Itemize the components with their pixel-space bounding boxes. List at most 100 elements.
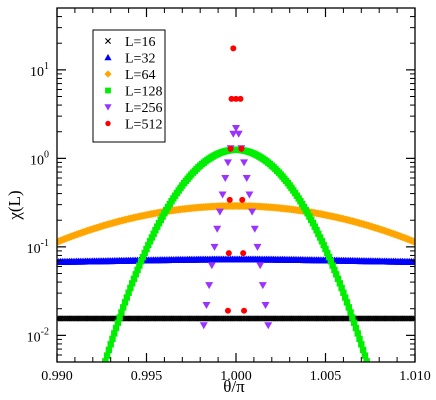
data-point — [240, 250, 247, 257]
data-point — [237, 95, 244, 102]
data-point — [340, 289, 347, 296]
data-point — [228, 95, 235, 102]
data-point — [218, 191, 227, 199]
series-l-512 — [224, 45, 248, 314]
data-point — [150, 230, 157, 237]
data-point — [232, 125, 240, 133]
x-axis-label: θ/π — [223, 377, 245, 396]
data-point — [315, 230, 322, 237]
legend-label: L=32 — [125, 52, 155, 67]
series-l-256 — [199, 125, 273, 330]
legend-marker — [104, 53, 112, 61]
data-point — [155, 219, 163, 227]
data-point — [159, 213, 166, 220]
data-point — [248, 208, 257, 216]
data-point — [229, 130, 238, 138]
data-point — [143, 245, 150, 253]
legend-label: L=512 — [125, 118, 162, 133]
data-point — [331, 266, 338, 274]
data-point — [202, 302, 211, 310]
data-point — [238, 145, 245, 152]
data-point — [109, 335, 116, 343]
y-tick-label: 100 — [30, 149, 49, 168]
data-point — [137, 258, 145, 265]
data-point — [240, 159, 249, 167]
data-point — [411, 237, 415, 246]
data-point — [154, 223, 161, 230]
data-point — [207, 262, 216, 270]
data-point — [411, 257, 415, 265]
data-point — [225, 250, 232, 257]
data-point — [157, 216, 165, 224]
legend-marker — [105, 87, 111, 94]
y-tick-label: 10-2 — [27, 326, 49, 345]
data-point — [221, 174, 230, 182]
data-point — [318, 238, 326, 245]
legend-marker — [104, 104, 112, 111]
x-tick-label: 1.005 — [310, 369, 342, 384]
data-point — [128, 280, 136, 287]
data-point — [120, 304, 127, 311]
data-point — [234, 130, 243, 138]
data-point — [127, 284, 134, 292]
data-point — [352, 324, 360, 332]
data-point — [103, 352, 111, 359]
data-point — [121, 299, 129, 306]
data-point — [118, 309, 125, 316]
data-point — [343, 299, 351, 306]
data-point — [365, 364, 371, 370]
data-point — [152, 226, 159, 234]
data-point — [213, 225, 222, 233]
legend-label: L=16 — [125, 35, 155, 50]
legend-item: L=256 — [104, 101, 162, 116]
data-point — [261, 302, 270, 310]
legend-label: L=64 — [125, 68, 155, 83]
data-point — [316, 234, 324, 241]
legend-label: L=256 — [125, 101, 162, 116]
data-point — [363, 358, 370, 362]
legend-item: L=512 — [105, 118, 162, 133]
data-point — [309, 219, 317, 227]
data-point — [349, 314, 356, 321]
series-l-64 — [57, 201, 415, 246]
data-point — [239, 196, 246, 203]
data-point — [245, 191, 254, 199]
data-point — [139, 253, 147, 261]
data-point — [146, 238, 154, 245]
data-point — [132, 271, 139, 278]
data-point — [350, 319, 358, 326]
data-point — [250, 225, 259, 233]
data-point — [361, 352, 369, 359]
x-tick-label: 0.995 — [131, 369, 163, 384]
y-tick-label: 10-1 — [27, 238, 49, 257]
data-point — [347, 309, 354, 316]
legend-item: L=64 — [104, 68, 155, 83]
data-point — [327, 258, 335, 265]
data-point — [338, 284, 345, 292]
data-point — [105, 346, 113, 354]
data-point — [102, 358, 109, 362]
data-point — [210, 243, 219, 251]
data-point — [130, 275, 138, 282]
data-point — [313, 226, 320, 234]
data-point — [107, 341, 114, 348]
data-point — [141, 249, 148, 257]
data-point — [256, 262, 265, 270]
data-point — [336, 280, 344, 287]
data-point — [125, 289, 132, 296]
data-point — [227, 145, 234, 152]
legend-item: L=32 — [104, 52, 155, 67]
series-l-16 — [57, 315, 415, 322]
data-point — [320, 241, 327, 249]
y-axis-label: χ(L) — [5, 190, 24, 220]
data-point — [111, 330, 118, 337]
plot-area — [57, 45, 415, 370]
data-point — [322, 245, 329, 253]
data-point — [253, 243, 262, 251]
axes: 0.990 0.995 1.000 1.005 1.010 10-2 10-1 100 101 — [27, 7, 431, 384]
data-point — [241, 307, 248, 314]
x-tick-label: 0.990 — [41, 369, 73, 384]
data-point — [307, 216, 315, 224]
data-point — [304, 210, 311, 217]
